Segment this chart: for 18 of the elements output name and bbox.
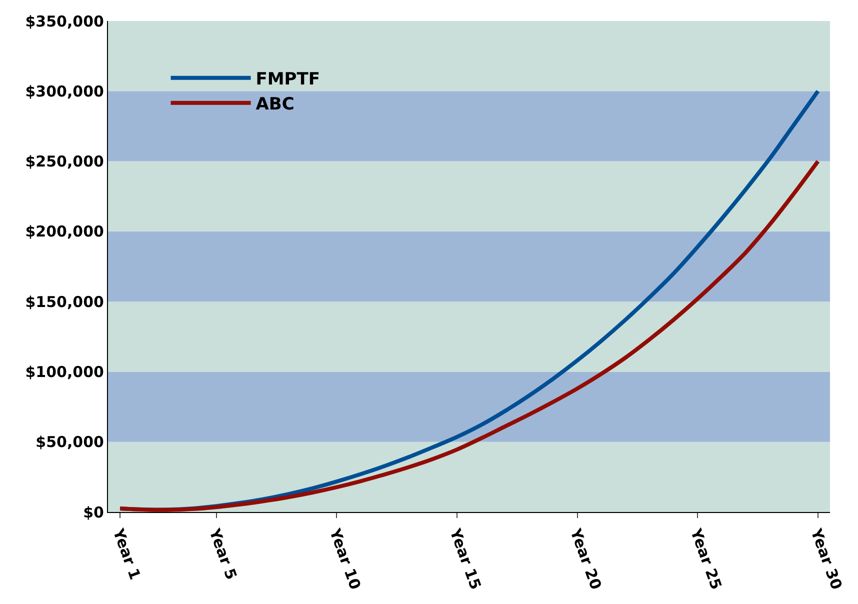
y-tick-label: $50,000: [36, 433, 104, 452]
x-tick-label: Year 15: [446, 525, 485, 592]
legend-label: FMPTF: [256, 69, 320, 90]
y-tick-label: $250,000: [25, 152, 104, 171]
line-series: [118, 159, 820, 512]
x-tick-label: Year 10: [325, 525, 364, 592]
x-tick-label: Year 1: [108, 525, 144, 582]
y-tick-label: $0: [83, 503, 104, 522]
x-tick-label: Year 5: [205, 525, 240, 582]
x-tick-label: Year 20: [566, 525, 606, 592]
y-tick-label: $100,000: [25, 362, 104, 381]
x-tick-label: Year 25: [686, 525, 726, 592]
legend-label: ABC: [256, 94, 294, 115]
y-tick-label: $200,000: [25, 222, 104, 241]
x-tick-label: Year 30: [806, 525, 846, 592]
y-tick-label: $300,000: [25, 82, 104, 100]
y-tick-label: $350,000: [25, 12, 104, 30]
y-tick-label: $150,000: [25, 292, 104, 311]
